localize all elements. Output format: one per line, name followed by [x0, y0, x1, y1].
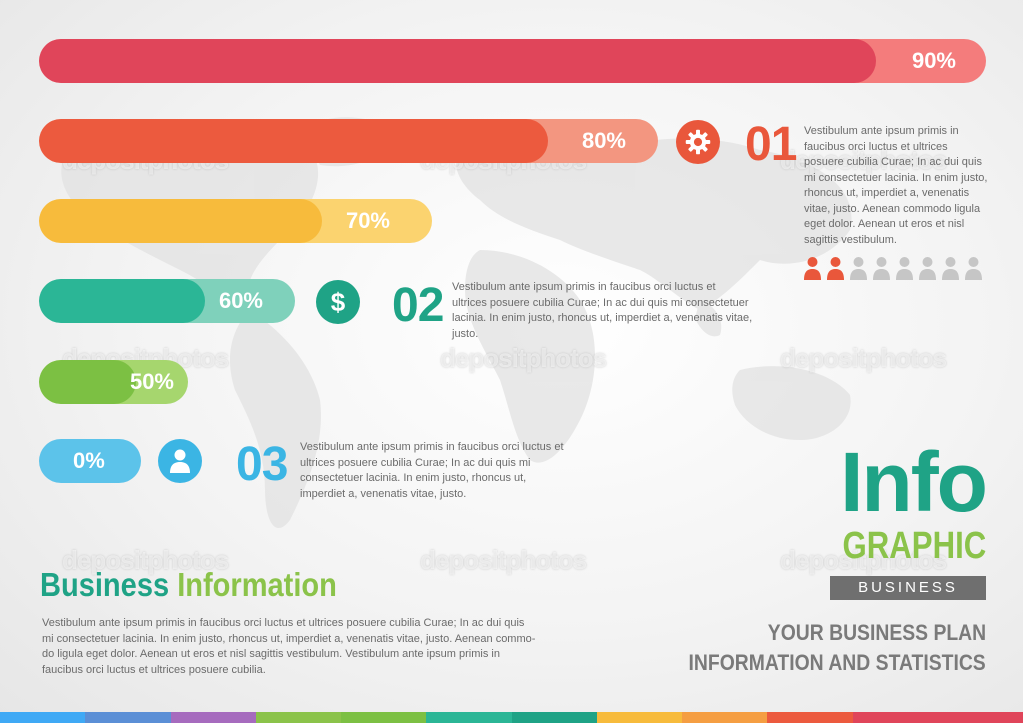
progress-label: 60%: [218, 288, 263, 313]
item-description: Vestibulum ante ipsum primis in faucibus…: [804, 125, 988, 246]
item-description: Vestibulum ante ipsum primis in faucibus…: [452, 281, 753, 340]
person-icon: [873, 257, 890, 280]
item-number: 02: [392, 279, 444, 332]
progress-bar-0: 0%: [39, 439, 141, 483]
watermark: depositphotos: [780, 545, 947, 575]
stripe-segment: [170, 712, 256, 723]
stripe-segment: [426, 712, 512, 723]
section-description: Vestibulum ante ipsum primis in faucibus…: [42, 617, 536, 676]
stripe-segment: [0, 712, 86, 723]
watermark: depositphotos: [440, 343, 607, 373]
title-word-1: Business: [40, 566, 170, 603]
person-icon: [942, 257, 959, 280]
person-icon: [919, 257, 936, 280]
progress-label: 70%: [345, 208, 390, 233]
progress-label: 80%: [581, 128, 626, 153]
watermark: depositphotos: [420, 545, 587, 575]
progress-fill: [39, 279, 206, 323]
stripe-segment: [937, 712, 1023, 723]
plan-line-1: YOUR BUSINESS PLAN: [767, 620, 986, 645]
progress-fill: [39, 360, 136, 404]
dollar-icon: $: [316, 280, 360, 324]
brand-graphic: GRAPHIC: [842, 525, 986, 567]
section-title: Business Information: [40, 566, 337, 604]
stripe-segment: [511, 712, 597, 723]
title-word-2: Information: [177, 566, 337, 603]
person-icon: [158, 439, 202, 483]
progress-bar-90: 90%: [39, 39, 986, 83]
progress-bar-70: 70%: [39, 199, 432, 243]
stripe-segment: [852, 712, 938, 723]
brand-business-box: BUSINESS: [830, 576, 986, 600]
stripe-segment: [682, 712, 768, 723]
watermark: depositphotos: [780, 343, 947, 373]
progress-fill: [39, 39, 876, 83]
gear-icon: [676, 120, 720, 164]
item-description: Vestibulum ante ipsum primis in faucibus…: [300, 441, 564, 500]
stripe-segment: [596, 712, 682, 723]
person-icon: [804, 257, 821, 280]
stripe-segment: [255, 712, 341, 723]
progress-fill: [39, 119, 548, 163]
progress-bar-80: 80%: [39, 119, 658, 163]
person-icon: [896, 257, 913, 280]
person-icon: [850, 257, 867, 280]
item-number: 01: [745, 118, 797, 171]
stripe-segment: [341, 712, 427, 723]
progress-bar-50: 50%: [39, 360, 188, 404]
progress-label: 50%: [129, 369, 174, 394]
item-number: 03: [236, 438, 288, 491]
watermark: depositphotos: [62, 545, 229, 575]
watermark: depositphotos: [780, 145, 947, 175]
progress-bar-60: 60%: [39, 279, 295, 323]
person-icon: [965, 257, 982, 280]
person-icon: [827, 257, 844, 280]
brand-info: Info: [840, 435, 988, 529]
progress-label: 0%: [73, 448, 105, 473]
color-stripe: [0, 712, 1023, 723]
progress-fill: [39, 199, 322, 243]
plan-line-2: INFORMATION AND STATISTICS: [688, 650, 986, 675]
stripe-segment: [767, 712, 853, 723]
progress-label: 90%: [911, 48, 956, 73]
stripe-segment: [85, 712, 171, 723]
people-rating: [803, 256, 983, 280]
